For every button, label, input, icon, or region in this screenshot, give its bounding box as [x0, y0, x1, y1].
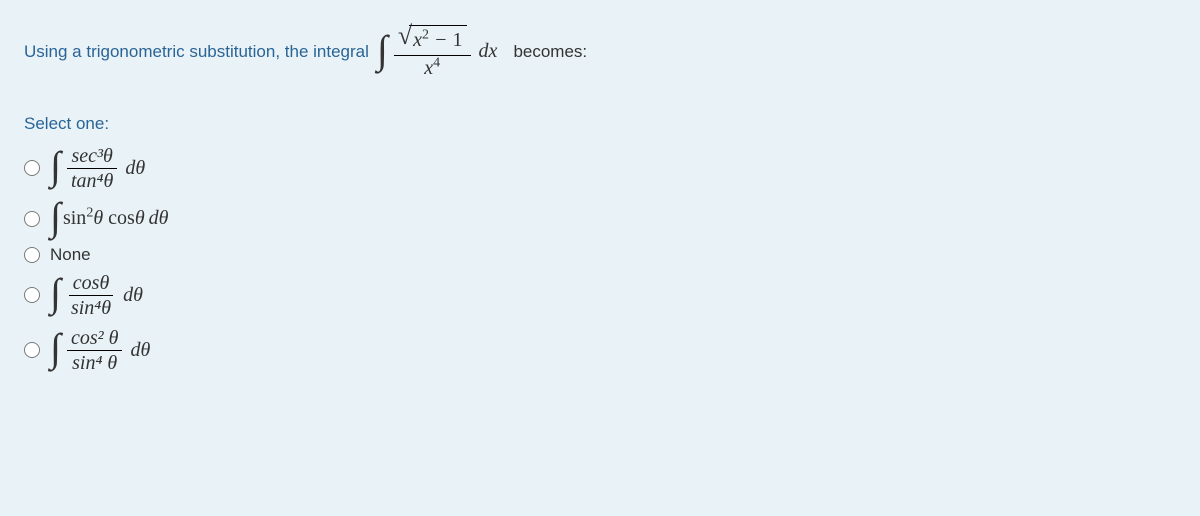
question-stem: Using a trigonometric substitution, the …: [24, 24, 1176, 80]
fraction: cosθ sin⁴θ: [67, 271, 115, 320]
fraction-numerator: √ x2 − 1: [394, 24, 471, 56]
option-2-radio[interactable]: [24, 211, 40, 227]
fraction-denominator: sin⁴ θ: [68, 351, 121, 375]
fraction-numerator: cosθ: [69, 271, 113, 296]
option-3-radio[interactable]: [24, 247, 40, 263]
option-3-text: None: [50, 245, 91, 265]
option-5[interactable]: ∫ cos² θ sin⁴ θ dθ: [24, 326, 1176, 375]
fraction: cos² θ sin⁴ θ: [67, 326, 122, 375]
differential: dθ: [149, 207, 169, 230]
option-1[interactable]: ∫ sec³θ tan⁴θ dθ: [24, 144, 1176, 193]
option-4-math: ∫ cosθ sin⁴θ dθ: [50, 271, 143, 320]
integrand: sin2θ cosθ: [63, 207, 145, 230]
question-suffix: becomes:: [513, 42, 587, 62]
square-root: √ x2 − 1: [398, 25, 467, 54]
option-1-math: ∫ sec³θ tan⁴θ dθ: [50, 144, 145, 193]
integral-sign: ∫: [377, 30, 388, 70]
differential: dx: [479, 40, 498, 63]
radicand: x2 − 1: [409, 25, 466, 54]
fraction: sec³θ tan⁴θ: [67, 144, 117, 193]
integral-sign: ∫: [50, 197, 61, 237]
fraction-numerator: sec³θ: [67, 144, 116, 169]
option-4-radio[interactable]: [24, 287, 40, 303]
integral-sign: ∫: [50, 273, 61, 313]
fraction-denominator: sin⁴θ: [67, 296, 115, 320]
option-1-radio[interactable]: [24, 160, 40, 176]
options-list: ∫ sec³θ tan⁴θ dθ ∫ sin2θ cosθ dθ None: [24, 144, 1176, 375]
option-5-radio[interactable]: [24, 342, 40, 358]
fraction: √ x2 − 1 x4: [394, 24, 471, 80]
differential: dθ: [125, 157, 145, 180]
differential: dθ: [130, 339, 150, 362]
integral-sign: ∫: [50, 328, 61, 368]
fraction-denominator: tan⁴θ: [67, 169, 117, 193]
fraction-numerator: cos² θ: [67, 326, 122, 351]
question-integral: ∫ √ x2 − 1 x4 dx: [377, 24, 498, 80]
option-2[interactable]: ∫ sin2θ cosθ dθ: [24, 199, 1176, 239]
integral-sign: ∫: [50, 146, 61, 186]
fraction-denominator: x4: [420, 56, 444, 80]
option-5-math: ∫ cos² θ sin⁴ θ dθ: [50, 326, 150, 375]
differential: dθ: [123, 284, 143, 307]
question-prefix: Using a trigonometric substitution, the …: [24, 42, 369, 62]
radical-sign: √: [398, 22, 412, 51]
option-4[interactable]: ∫ cosθ sin⁴θ dθ: [24, 271, 1176, 320]
select-one-label: Select one:: [24, 114, 1176, 134]
option-3[interactable]: None: [24, 245, 1176, 265]
question-container: Using a trigonometric substitution, the …: [0, 0, 1200, 375]
option-2-math: ∫ sin2θ cosθ dθ: [50, 199, 168, 239]
